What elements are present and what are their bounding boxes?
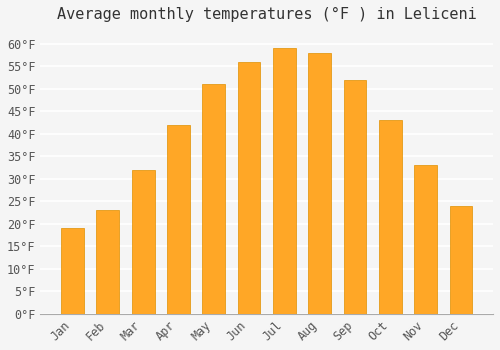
Bar (344, 80, 366, 314)
Title: Average monthly temperatures (°F ) in Leliceni: Average monthly temperatures (°F ) in Le… (57, 7, 476, 22)
Bar (308, 52, 331, 314)
Bar (167, 125, 190, 314)
Bar (202, 84, 225, 314)
Bar (414, 165, 437, 314)
Bar (379, 120, 402, 314)
Bar (96, 210, 119, 314)
Bar (450, 206, 472, 314)
Bar (238, 62, 260, 314)
Bar (61, 228, 84, 314)
Bar (132, 170, 154, 314)
Bar (273, 48, 296, 314)
